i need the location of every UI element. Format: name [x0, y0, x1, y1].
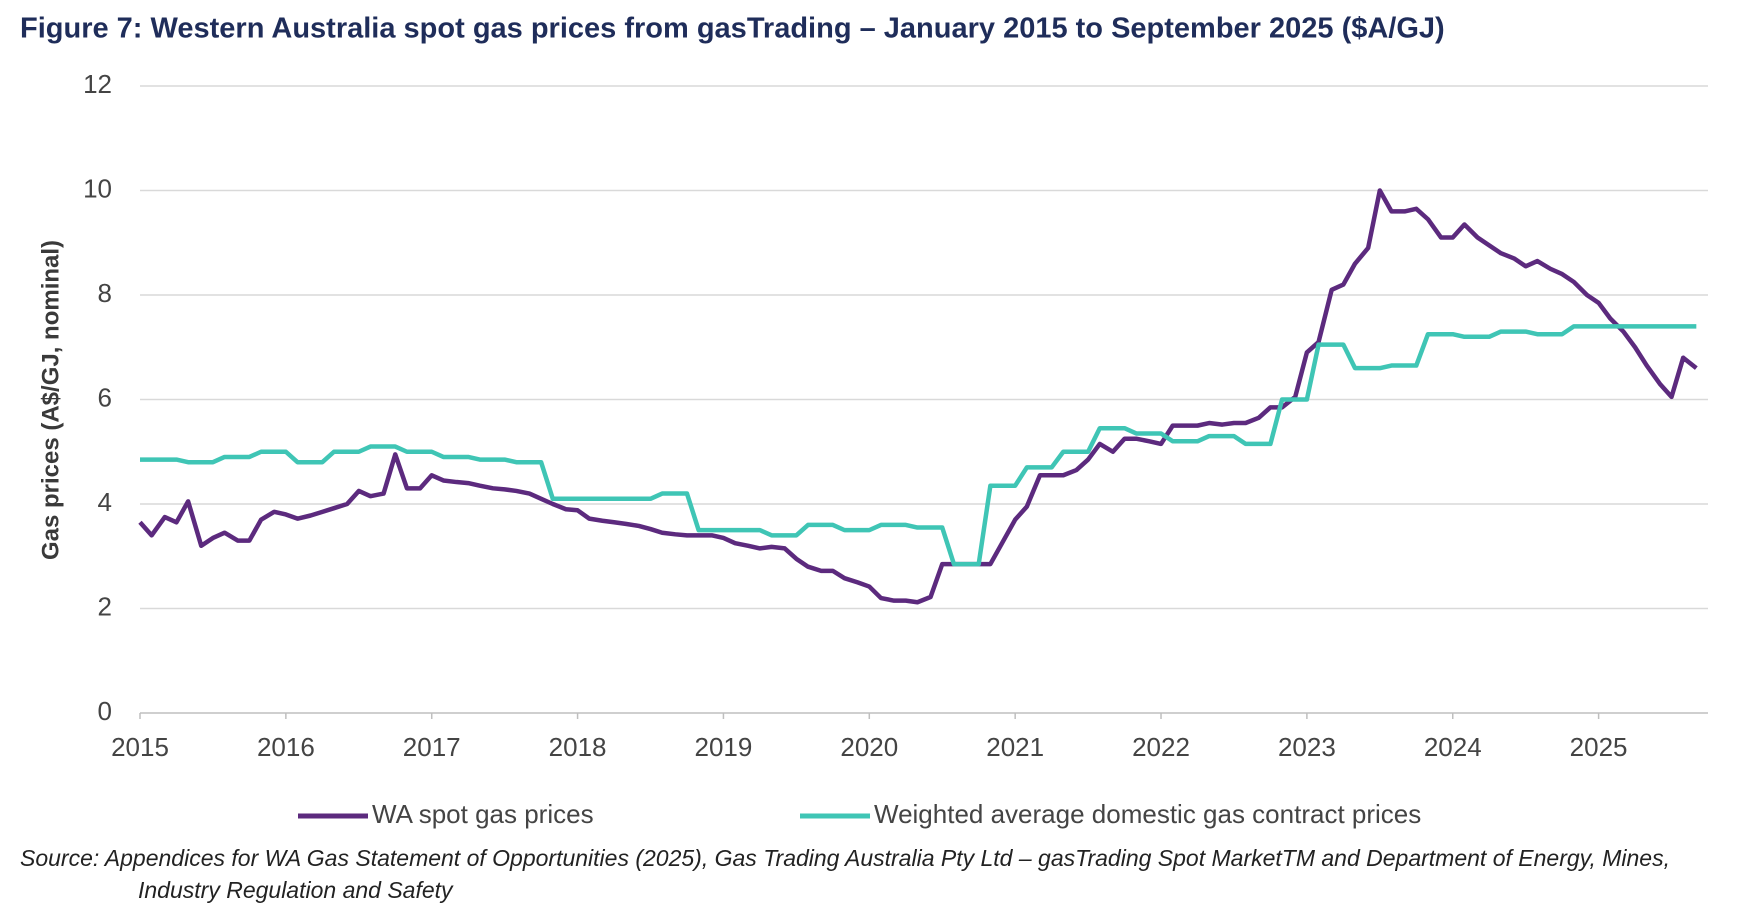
- x-tick-label: 2019: [695, 732, 753, 762]
- source-note: Source: Appendices for WA Gas Statement …: [20, 845, 1670, 903]
- y-tick-label: 10: [83, 173, 112, 203]
- legend-label: WA spot gas prices: [372, 799, 594, 829]
- x-tick-label: 2022: [1132, 732, 1190, 762]
- y-tick-label: 12: [83, 69, 112, 99]
- x-tick-label: 2021: [986, 732, 1044, 762]
- y-tick-label: 2: [98, 591, 112, 621]
- y-tick-label: 4: [98, 487, 112, 517]
- y-axis-label: Gas prices (A$/GJ, nominal): [37, 240, 64, 560]
- x-tick-label: 2015: [111, 732, 169, 762]
- x-tick-label: 2020: [840, 732, 898, 762]
- y-tick-label: 0: [98, 696, 112, 726]
- chart-title: Figure 7: Western Australia spot gas pri…: [20, 13, 1445, 45]
- x-tick-label: 2018: [549, 732, 607, 762]
- legend-label: Weighted average domestic gas contract p…: [874, 799, 1421, 829]
- data-line: [140, 324, 1697, 567]
- y-tick-label: 6: [98, 382, 112, 412]
- x-tick-label: 2025: [1570, 732, 1628, 762]
- data-line: [138, 188, 1698, 605]
- x-tick-label: 2024: [1424, 732, 1482, 762]
- x-tick-label: 2017: [403, 732, 461, 762]
- chart: Figure 7: Western Australia spot gas pri…: [20, 13, 1708, 829]
- y-tick-label: 8: [98, 278, 112, 308]
- x-tick-label: 2023: [1278, 732, 1336, 762]
- x-tick-label: 2016: [257, 732, 315, 762]
